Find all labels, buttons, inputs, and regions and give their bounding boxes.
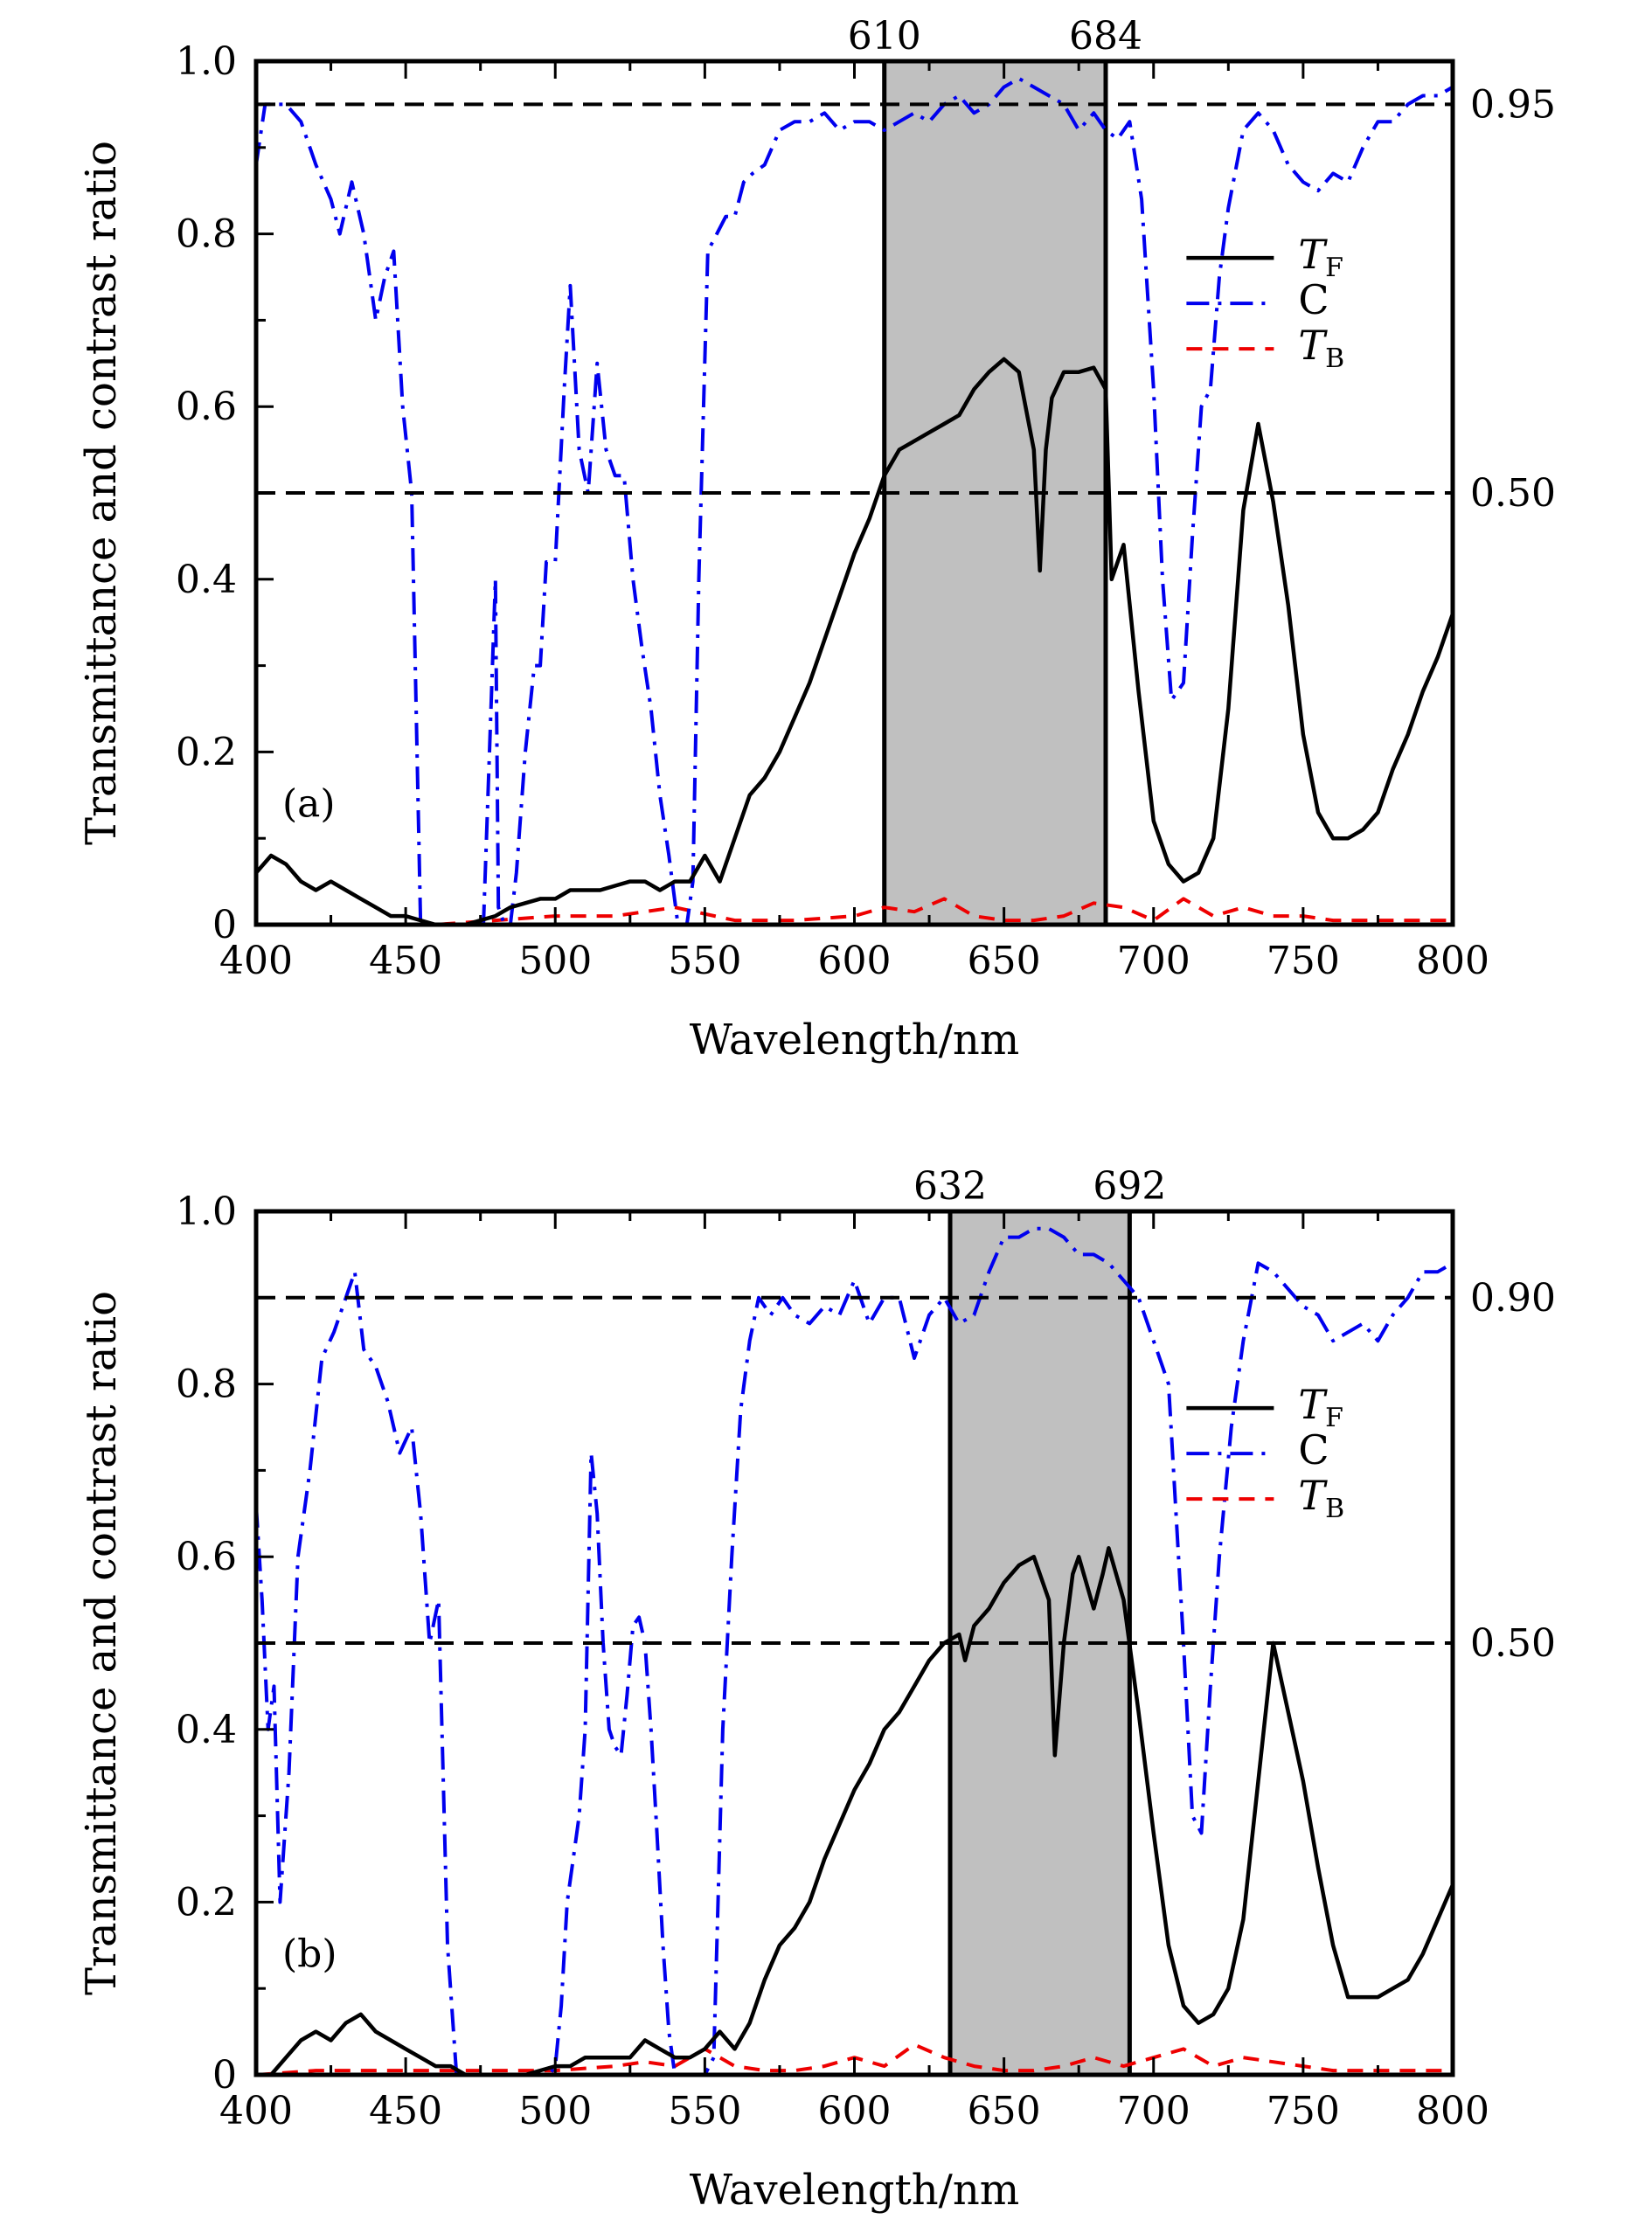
x-tick-label: 750 <box>1267 939 1340 983</box>
right-value-label: 0.90 <box>1470 1276 1556 1321</box>
y-tick-label: 0 <box>212 2053 237 2098</box>
band-end-label: 684 <box>1069 14 1142 59</box>
x-tick-label: 700 <box>1117 2089 1190 2133</box>
panel-label: (b) <box>282 1932 337 1977</box>
series-TF <box>256 357 1453 925</box>
x-tick-label: 750 <box>1267 2089 1340 2133</box>
legend-label: C <box>1298 276 1329 323</box>
y-tick-label: 1.0 <box>176 1189 237 1234</box>
x-tick-label: 600 <box>818 939 892 983</box>
reference-lines: 0.95 0.50 <box>256 82 1556 516</box>
legend-label: TF <box>1298 231 1343 283</box>
y-tick-label: 0.6 <box>176 385 237 429</box>
right-value-label: 0.50 <box>1470 1621 1556 1666</box>
y-tick-label: 0 <box>212 903 237 947</box>
y-axis-title: Transmittance and contrast ratio <box>77 141 126 845</box>
y-tick-label: 0.8 <box>176 1363 237 1407</box>
series-layer <box>256 76 1453 925</box>
x-tick-label: 450 <box>369 939 442 983</box>
y-tick-label: 0.4 <box>176 1708 237 1752</box>
y-tick-label: 0.2 <box>176 730 237 774</box>
y-tick-label: 0.4 <box>176 558 237 602</box>
x-tick-label: 550 <box>668 2089 741 2133</box>
y-tick-label: 0.8 <box>176 212 237 257</box>
x-tick-label: 650 <box>968 2089 1041 2133</box>
legend-label: TB <box>1298 322 1344 374</box>
series-TF <box>256 1546 1453 2075</box>
panel-b: 0.90 0.50 400 450 500 550 600 650 700 750 800 0 0.2… <box>77 1164 1556 2215</box>
legend-label: TB <box>1298 1472 1344 1524</box>
x-axis-title: Wavelength/nm <box>690 1016 1020 1065</box>
band-end-label: 692 <box>1093 1164 1166 1209</box>
y-tick-label: 0.2 <box>176 1880 237 1924</box>
legend-label: C <box>1298 1426 1329 1474</box>
right-value-label: 0.50 <box>1470 471 1556 516</box>
ticks: 400 450 500 550 600 650 700 750 800 0 0.2 0.4 0.6 0.8… <box>176 39 1489 983</box>
x-tick-label: 800 <box>1416 2089 1489 2133</box>
x-tick-label: 400 <box>219 939 293 983</box>
x-tick-label: 500 <box>518 939 592 983</box>
y-axis-title: Transmittance and contrast ratio <box>77 1291 126 1995</box>
x-tick-label: 550 <box>668 939 741 983</box>
band-start-label: 610 <box>848 14 921 59</box>
x-axis-title: Wavelength/nm <box>690 2166 1020 2215</box>
y-tick-label: 1.0 <box>176 39 237 84</box>
series-C <box>256 1226 1453 2075</box>
x-tick-label: 650 <box>968 939 1041 983</box>
series-layer <box>256 1226 1453 2075</box>
panel-a: 0.95 0.50 400 450 500 550 600 650 700 750 800 0 0.2… <box>77 14 1556 1065</box>
y-tick-label: 0.6 <box>176 1535 237 1579</box>
x-tick-label: 700 <box>1117 939 1190 983</box>
x-tick-label: 400 <box>219 2089 293 2133</box>
ticks: 400 450 500 550 600 650 700 750 800 0 0.2 0.4 0.6 0.8… <box>176 1189 1489 2133</box>
x-tick-label: 500 <box>518 2089 592 2133</box>
x-tick-label: 800 <box>1416 939 1489 983</box>
right-value-label: 0.95 <box>1470 82 1556 127</box>
band-start-label: 632 <box>913 1164 987 1209</box>
series-TB <box>256 2042 1453 2075</box>
x-tick-label: 600 <box>818 2089 892 2133</box>
reference-lines: 0.90 0.50 <box>256 1276 1556 1666</box>
legend-label: TF <box>1298 1381 1343 1433</box>
panel-label: (a) <box>282 782 336 827</box>
x-tick-label: 450 <box>369 2089 442 2133</box>
